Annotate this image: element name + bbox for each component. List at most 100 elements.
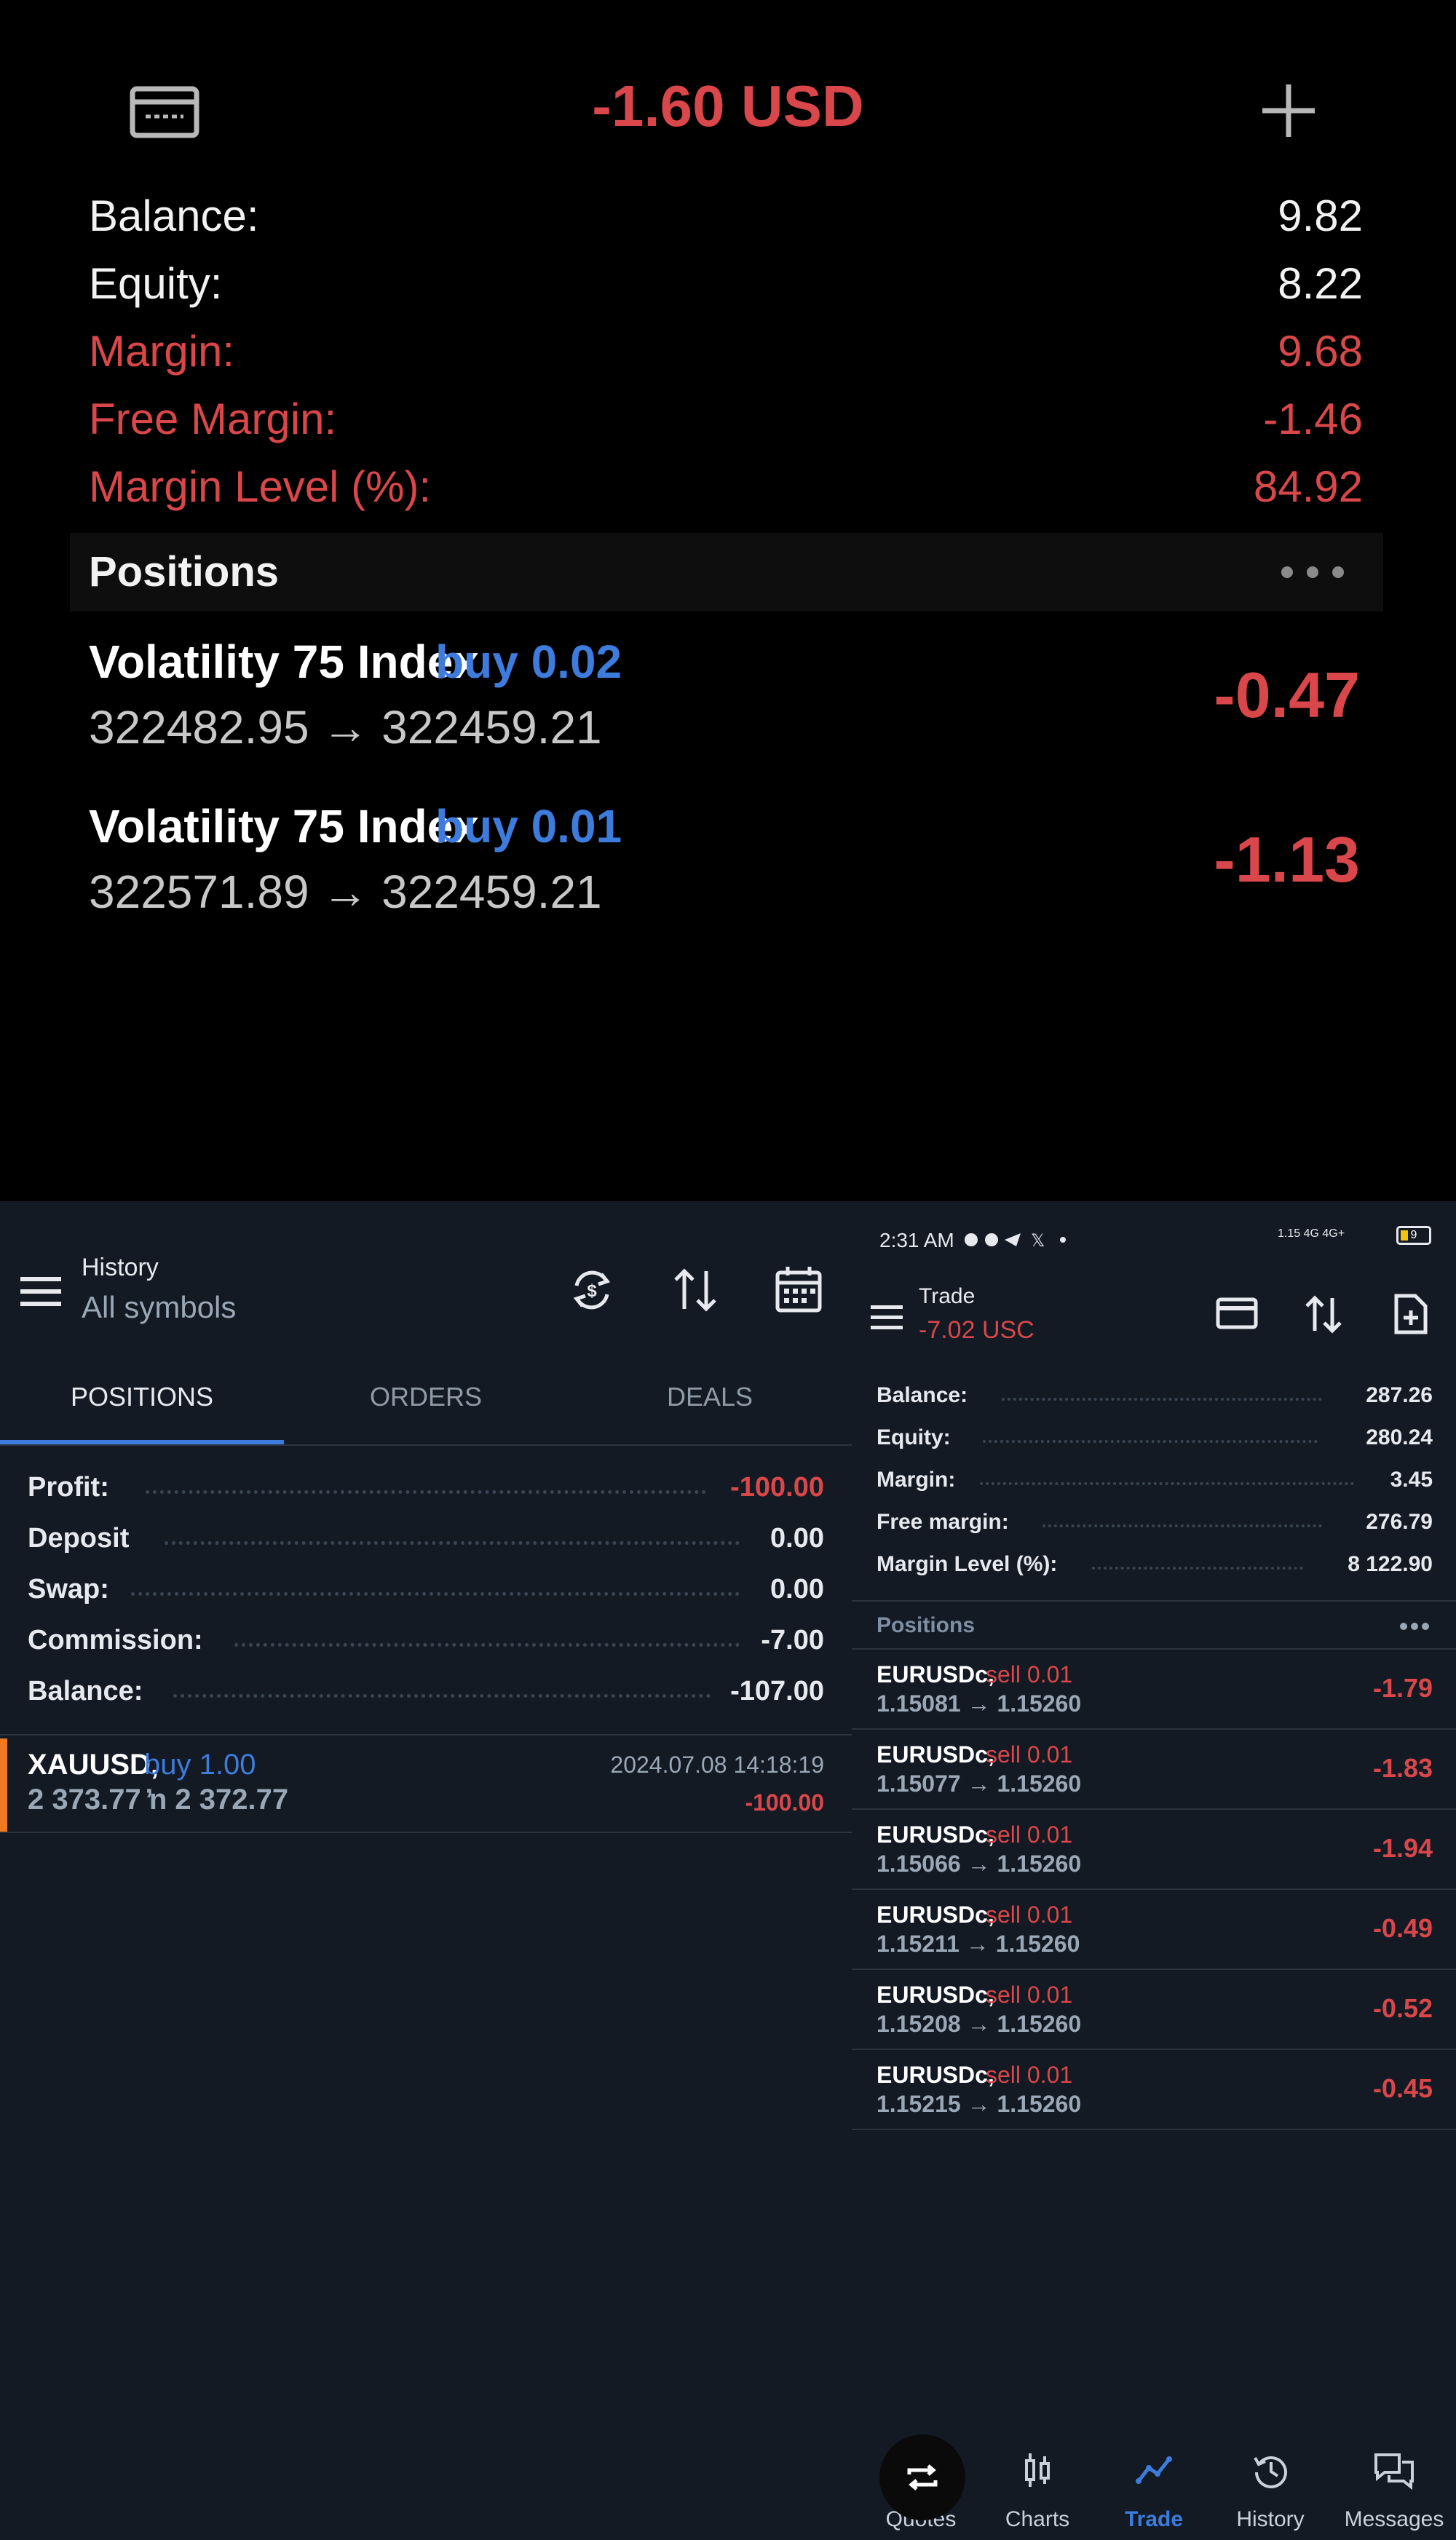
leader-dots (980, 1482, 1354, 1485)
position-row[interactable]: Volatility 75 Index buy 0.01 322571.89 →… (70, 791, 1383, 936)
currency-exchange-icon[interactable]: $ (569, 1267, 614, 1313)
history-value-profit: -100.00 (730, 1472, 824, 1503)
position-symbol: EURUSDc, (877, 1821, 994, 1848)
position-side: sell 0.01 (986, 1982, 1073, 2008)
deal-type-marker (0, 1738, 7, 1832)
history-value-swap: 0.00 (770, 1574, 824, 1605)
position-row[interactable]: EURUSDc, sell 0.01 1.15066 → 1.15260 -1.… (852, 1810, 1456, 1888)
summary-label-margin: Margin: (89, 327, 235, 376)
active-tab-indicator (0, 1440, 284, 1444)
hamburger-menu-icon[interactable] (20, 1275, 61, 1307)
position-side: sell 0.01 (986, 2062, 1073, 2088)
nav-trade[interactable]: Trade (1099, 2439, 1208, 2540)
deal-datetime: 2024.07.08 14:18:19 (610, 1752, 824, 1778)
summary-value-free-margin: -1.46 (1263, 395, 1363, 443)
nav-charts[interactable]: Charts (983, 2439, 1092, 2540)
leader-dots (1002, 1398, 1322, 1401)
trade-label-margin: Margin: (877, 1468, 956, 1492)
position-row[interactable]: EURUSDc, sell 0.01 1.15077 → 1.15260 -1.… (852, 1730, 1456, 1808)
more-options-icon[interactable] (1399, 1622, 1430, 1631)
position-side: buy 0.02 (435, 636, 622, 688)
summary-label-balance: Balance: (89, 191, 259, 240)
position-symbol: Volatility 75 Index (89, 636, 479, 688)
new-order-icon[interactable] (1393, 1293, 1428, 1335)
leader-dots (983, 1440, 1318, 1443)
history-symbol-filter[interactable]: All symbols (82, 1290, 237, 1324)
tab-positions[interactable]: POSITIONS (70, 1382, 214, 1412)
position-side: buy 0.01 (435, 800, 622, 852)
position-row[interactable]: EURUSDc, sell 0.01 1.15208 → 1.15260 -0.… (852, 1970, 1456, 2049)
credit-card-icon[interactable] (130, 86, 199, 138)
summary-label-equity: Equity: (89, 259, 223, 308)
divider (0, 1832, 852, 1833)
tab-orders[interactable]: ORDERS (369, 1382, 483, 1412)
leader-dots (146, 1490, 706, 1494)
history-screen: History All symbols $ POSITIONS ORDERS D… (0, 1201, 852, 2540)
trade-value-balance: 287.26 (1366, 1383, 1433, 1407)
notification-icons: 𝕏 (962, 1230, 1072, 1249)
nav-history[interactable]: History (1216, 2439, 1325, 2540)
history-label-commission: Commission: (28, 1625, 203, 1655)
hamburger-menu-icon[interactable] (871, 1305, 903, 1329)
position-symbol: EURUSDc, (877, 1741, 994, 1768)
position-symbol: EURUSDc, (877, 1982, 994, 2008)
credit-card-icon[interactable] (1216, 1297, 1258, 1329)
trade-value-margin-level: 8 122.90 (1348, 1552, 1433, 1576)
divider (0, 1444, 852, 1446)
tab-deals[interactable]: DEALS (666, 1382, 753, 1412)
divider (852, 1648, 1456, 1650)
more-options-icon[interactable] (1280, 565, 1345, 579)
calendar-icon[interactable] (775, 1265, 823, 1313)
svg-text:𝕏: 𝕏 (1031, 1231, 1045, 1249)
svg-text:$: $ (587, 1281, 597, 1301)
deal-row[interactable]: XAUUSD, buy 1.00 2 373.77 ̓n 2 372.77 20… (0, 1736, 852, 1832)
position-prices: 1.15215 → 1.15260 (877, 2091, 1082, 2117)
battery-level: 9 (1410, 1229, 1417, 1241)
position-symbol: EURUSDc, (877, 2062, 994, 2088)
top-trade-screenshot: -1.60 USD Balance: 9.82 Equity: 8.22 Mar… (0, 0, 1456, 1201)
nav-label: History (1236, 2507, 1305, 2531)
positions-header-bar (70, 533, 1383, 612)
messages-icon (1373, 2452, 1415, 2490)
plus-icon[interactable] (1259, 82, 1318, 140)
position-row[interactable]: EURUSDc, sell 0.01 1.15081 → 1.15260 -1.… (852, 1650, 1456, 1728)
trade-label-balance: Balance: (877, 1383, 968, 1407)
history-value-commission: -7.00 (761, 1625, 824, 1655)
deal-side: buy 1.00 (144, 1749, 256, 1781)
history-value-balance: -107.00 (730, 1676, 824, 1706)
leader-dots (165, 1541, 740, 1545)
status-network: 1.15 4G 4G+ (1278, 1227, 1345, 1240)
position-prices: 1.15081 → 1.15260 (877, 1690, 1082, 1717)
position-prices: 1.15208 → 1.15260 (877, 2011, 1082, 2037)
divider (852, 2049, 1456, 2050)
position-row[interactable]: EURUSDc, sell 0.01 1.15211 → 1.15260 -0.… (852, 1890, 1456, 1969)
deal-prices: 2 373.77 ̓n 2 372.77 (28, 1784, 289, 1816)
charts-icon (1023, 2452, 1052, 2488)
history-label-balance: Balance: (28, 1676, 143, 1706)
position-profit: -1.79 (1372, 1673, 1433, 1703)
history-title: History (82, 1254, 159, 1281)
sort-icon[interactable] (671, 1267, 719, 1313)
trade-icon (1136, 2455, 1172, 2484)
position-profit: -0.45 (1372, 2073, 1433, 2103)
divider (852, 1600, 1456, 1602)
nav-label: Trade (1124, 2507, 1184, 2531)
nav-messages[interactable]: Messages (1332, 2439, 1456, 2540)
trade-value-free-margin: 276.79 (1366, 1510, 1433, 1534)
position-row[interactable]: Volatility 75 Index buy 0.02 322482.95 →… (70, 626, 1383, 772)
divider (852, 1808, 1456, 1810)
summary-label-margin-level: Margin Level (%): (89, 462, 432, 511)
position-row[interactable]: EURUSDc, sell 0.01 1.15215 → 1.15260 -0.… (852, 2050, 1456, 2129)
position-profit: -1.13 (1214, 823, 1360, 895)
position-prices: 322482.95 → 322459.21 (89, 701, 602, 753)
leader-dots (1092, 1567, 1303, 1570)
position-profit: -0.49 (1372, 1913, 1433, 1943)
position-profit: -1.94 (1372, 1833, 1433, 1863)
trade-profit: -7.02 USC (919, 1316, 1034, 1344)
position-side: sell 0.01 (986, 1902, 1073, 1928)
deal-profit: -100.00 (745, 1789, 824, 1816)
sort-icon[interactable] (1303, 1294, 1344, 1334)
battery-icon: 9 (1396, 1226, 1431, 1245)
position-profit: -1.83 (1372, 1753, 1433, 1783)
nav-quotes[interactable]: Quotes (866, 2434, 976, 2540)
